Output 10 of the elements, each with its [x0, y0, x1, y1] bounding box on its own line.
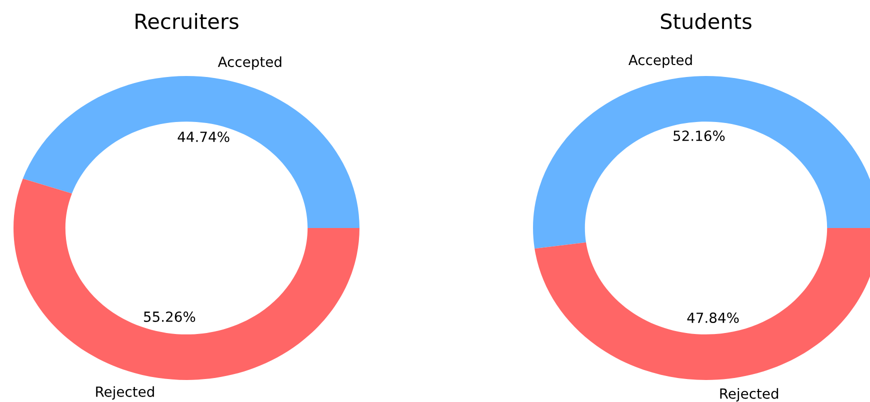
chart-title: Students — [660, 13, 752, 30]
data-label: 47.84% — [687, 312, 739, 324]
slice-label: Accepted — [628, 54, 692, 68]
data-label: 44.74% — [178, 132, 230, 142]
data-label: 52.16% — [674, 130, 725, 142]
slice-label: Rejected — [96, 386, 154, 400]
slice-label: Rejected — [720, 388, 778, 402]
chart-title: Recruiters — [136, 13, 238, 30]
slice-label: Accepted — [218, 56, 282, 70]
data-label: 55.26% — [144, 311, 196, 322]
